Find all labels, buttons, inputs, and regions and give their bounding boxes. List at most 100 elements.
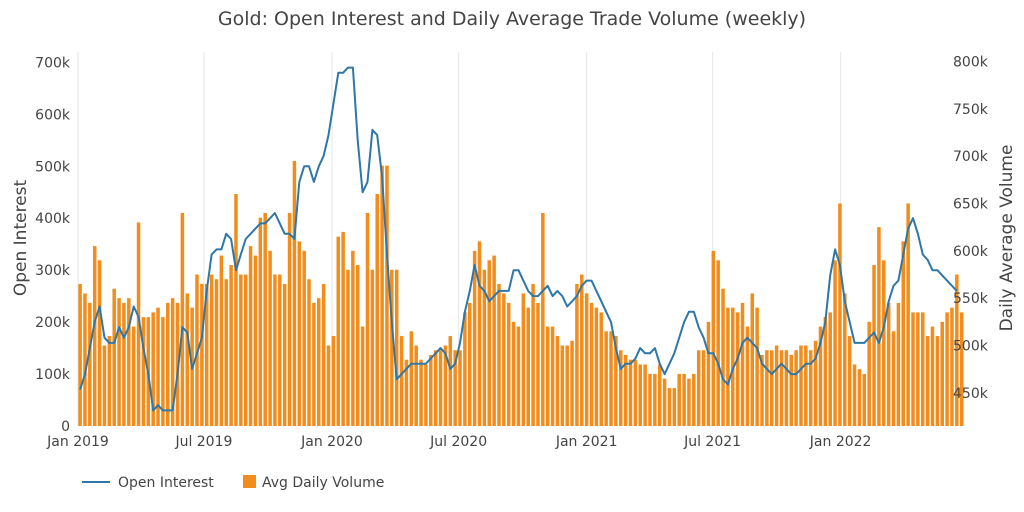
volume-bar (750, 293, 755, 426)
volume-bar (833, 260, 837, 426)
right-tick-label: 600k (953, 244, 989, 260)
volume-bar (429, 354, 433, 426)
volume-bar (545, 326, 550, 426)
volume-bar (117, 298, 121, 426)
volume-bar (609, 331, 613, 426)
volume-bar (760, 354, 764, 426)
volume-bar (682, 373, 686, 426)
volume-bar (653, 373, 657, 426)
volume-bar (419, 359, 423, 426)
volume-bar (804, 345, 808, 426)
legend-item-open-interest[interactable]: Open Interest (82, 475, 214, 491)
volume-bar (224, 279, 228, 426)
volume-bar (808, 350, 813, 426)
volume-bar (843, 293, 847, 426)
open-interest-line (79, 66, 958, 412)
volume-bar (721, 288, 725, 426)
left-tick-label: 700k (35, 55, 71, 71)
volume-bar (97, 260, 102, 426)
volume-bar (317, 298, 321, 426)
volume-bar (136, 222, 141, 426)
volume-bar (458, 350, 462, 426)
volume-bar (185, 293, 190, 426)
volume-bar (779, 350, 784, 426)
x-tick-label: Jul 2019 (174, 434, 232, 450)
volume-bar (604, 331, 608, 426)
volume-bar (755, 307, 759, 426)
volume-bar (516, 326, 521, 426)
volume-bar (166, 302, 170, 426)
volume-bar (102, 345, 107, 426)
volume-bar (409, 331, 414, 426)
volume-bar (920, 312, 925, 426)
left-tick-label: 300k (35, 263, 71, 279)
volume-bar (857, 369, 862, 426)
volume-bar (925, 336, 930, 426)
volume-bar (365, 212, 370, 426)
volume-bar (726, 307, 730, 426)
volume-bar (122, 302, 126, 426)
legend-item-avg-daily-volume[interactable]: Avg Daily Volume (243, 475, 384, 491)
volume-bar (492, 255, 496, 426)
volume-bar (239, 274, 243, 426)
volume-bar (594, 307, 599, 426)
x-tick-label: Jul 2021 (683, 434, 741, 450)
volume-bar (696, 350, 701, 426)
left-axis-ticks: 0 100k 200k 300k 400k 500k 600k 700k (35, 55, 71, 435)
volume-bar (83, 293, 87, 426)
open-interest-polyline (79, 66, 958, 412)
volume-bar (204, 283, 209, 426)
right-axis-title: Daily Average Volume (997, 145, 1017, 332)
volume-bar (326, 345, 331, 426)
volume-bar (526, 307, 530, 426)
volume-bar (131, 326, 136, 426)
volume-bar (614, 336, 618, 426)
volume-bar (258, 217, 263, 426)
volume-bar (229, 265, 233, 426)
volume-bar (438, 350, 443, 426)
volume-bar (443, 345, 448, 426)
volume-bar (302, 250, 306, 426)
volume-bar (706, 321, 711, 426)
volume-bar (468, 302, 472, 426)
volume-bar (896, 302, 901, 426)
volume-bar (282, 283, 287, 426)
volume-bar (487, 260, 492, 426)
volume-bar (78, 283, 82, 426)
volume-bar (935, 336, 940, 426)
volume-bar (575, 283, 579, 426)
volume-bar (701, 350, 706, 426)
volume-bar (711, 250, 716, 426)
left-tick-label: 600k (35, 107, 71, 123)
volume-bar (248, 246, 253, 426)
volume-bar (482, 269, 487, 426)
volume-bar (847, 336, 852, 426)
volume-bar (297, 241, 302, 426)
volume-bar (877, 227, 881, 426)
left-tick-label: 200k (35, 315, 71, 331)
x-tick-label: Jul 2020 (429, 434, 487, 450)
volume-bar (886, 302, 891, 426)
legend-label-avg-daily-volume: Avg Daily Volume (262, 475, 384, 491)
legend-bar-swatch (243, 475, 256, 488)
volume-bar (580, 274, 584, 426)
x-axis-ticks: Jan 2019 Jul 2019 Jan 2020 Jul 2020 Jan 2021… (46, 434, 871, 450)
volume-bar (911, 312, 915, 426)
volume-bar (891, 331, 896, 426)
volume-bar (901, 241, 906, 426)
volume-bar (643, 364, 647, 426)
volume-bar (789, 354, 793, 426)
volume-bar (692, 373, 696, 426)
volume-bar (156, 307, 160, 426)
volume-bar (570, 340, 574, 426)
volume-bar (307, 279, 311, 426)
volume-bar (234, 194, 238, 426)
right-tick-label: 800k (953, 54, 989, 70)
volume-bar (355, 265, 360, 426)
volume-bar (511, 321, 516, 426)
left-tick-label: 100k (35, 367, 71, 383)
volume-bar (823, 317, 828, 426)
volume-bar (784, 350, 789, 426)
volume-bar (321, 283, 326, 426)
volume-bar (477, 241, 482, 426)
